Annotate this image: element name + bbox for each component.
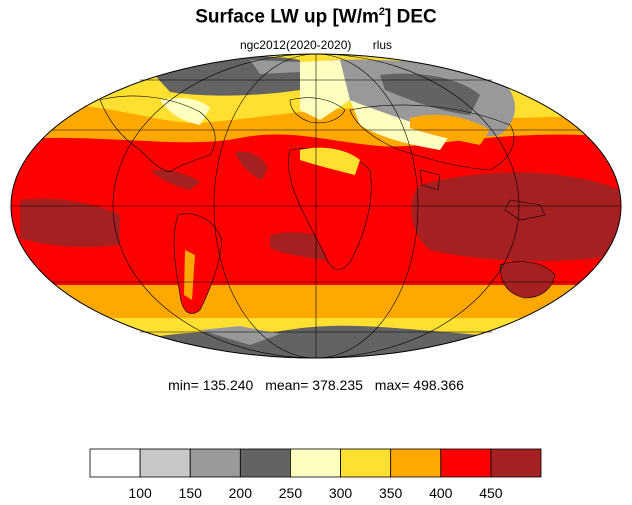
colorbar-swatch <box>340 448 392 478</box>
stat-min: min= 135.240 <box>168 377 254 393</box>
colorbar-tick-label: 400 <box>429 485 453 501</box>
stat-mean: mean= 378.235 <box>265 377 363 393</box>
asia-outline <box>349 104 515 171</box>
colorbar-tick-label: 200 <box>228 485 252 501</box>
australia <box>499 261 556 299</box>
stats-line: min= 135.240 mean= 378.235 max= 498.366 <box>0 377 632 393</box>
graticule <box>10 53 622 359</box>
central-asia-cold <box>350 100 450 150</box>
map-title: Surface LW up [W/m2] DEC <box>0 6 632 28</box>
warm-pool-east-pacific <box>20 198 120 248</box>
stat-max: max= 498.366 <box>374 377 464 393</box>
warm-pool-caribbean <box>150 169 200 190</box>
colorbar-swatch <box>189 448 241 478</box>
colorbar-swatch <box>239 448 291 478</box>
colorbar-swatch <box>490 448 542 478</box>
title-main: Surface LW up [W/m <box>195 6 379 28</box>
colorbar-swatch <box>139 448 191 478</box>
title-superscript: 2 <box>378 6 386 18</box>
sahara-north <box>300 147 360 175</box>
europe-outline <box>289 97 346 124</box>
colorbar-tick-label: 450 <box>479 485 503 501</box>
antarctica-light <box>200 326 280 345</box>
colorbar-swatch <box>89 448 141 478</box>
indonesia-outline <box>504 199 546 221</box>
warm-pool-gulf <box>235 151 268 180</box>
map-subtitle: ngc2012(2020-2020) rlus <box>0 38 632 52</box>
india-outline <box>419 169 441 191</box>
colorbar-tick-label: 250 <box>278 485 303 501</box>
north-america-outline <box>99 95 216 173</box>
colorbar-swatch <box>390 448 442 478</box>
subtitle-variable: rlus <box>372 38 393 52</box>
colorbar-tick-label: 300 <box>328 485 353 501</box>
north-america-cold <box>160 98 210 125</box>
colorbar-swatch <box>290 448 341 478</box>
title-suffix: ] DEC <box>385 6 437 28</box>
colorbar-tick-label: 350 <box>378 485 403 501</box>
subtitle-run: ngc2012(2020-2020) <box>239 38 352 52</box>
colorbar-tick-label: 150 <box>178 485 202 501</box>
andes <box>184 250 195 300</box>
siberia-ice <box>380 73 480 115</box>
colorbar-swatch <box>440 448 492 478</box>
colorbar-tick-label: 100 <box>128 485 152 501</box>
